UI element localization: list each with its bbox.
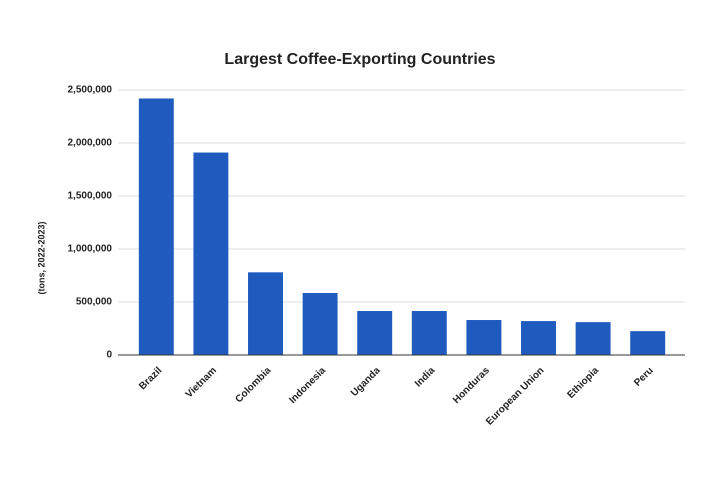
chart-title: Largest Coffee-Exporting Countries: [224, 51, 495, 68]
bar: [302, 292, 338, 355]
bar: [357, 311, 393, 355]
y-tick-label: 500,000: [76, 297, 113, 308]
bar: [630, 331, 666, 355]
bar: [193, 152, 229, 355]
bar: [248, 272, 283, 355]
y-tick-label: 1,000,000: [68, 244, 113, 255]
y-axis-label: (tons, 2022-2023): [36, 221, 46, 294]
bar: [575, 322, 611, 355]
y-tick-label: 2,000,000: [68, 138, 113, 149]
bar: [466, 320, 502, 355]
y-tick-label: 0: [106, 350, 112, 361]
y-tick-label: 1,500,000: [68, 191, 113, 202]
bar: [521, 321, 556, 355]
bar: [138, 98, 174, 355]
bar: [411, 311, 447, 355]
y-tick-label: 2,500,000: [68, 85, 113, 96]
